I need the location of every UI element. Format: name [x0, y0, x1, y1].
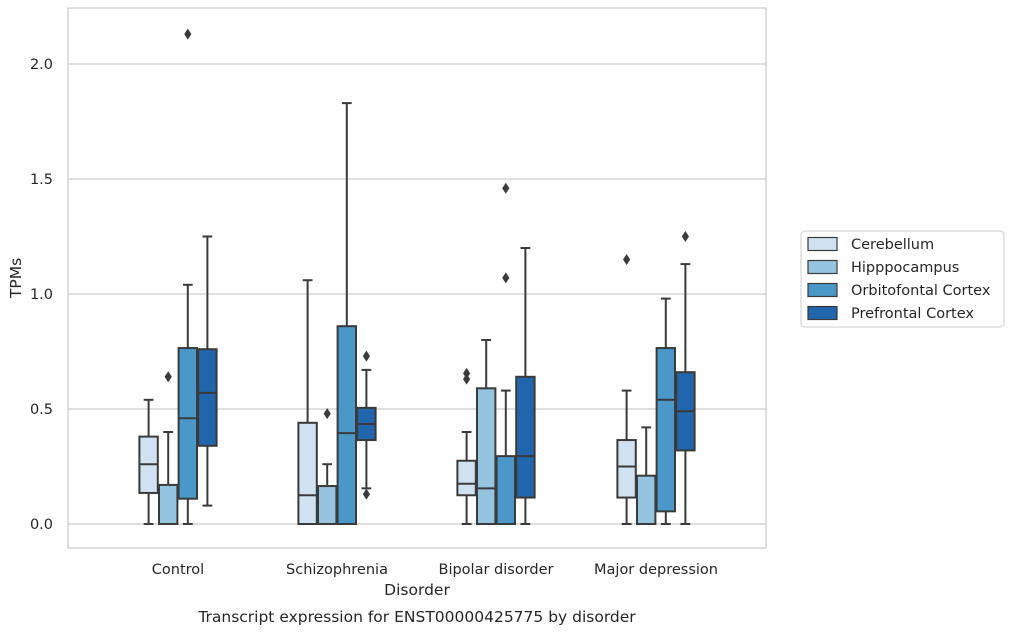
box	[297, 421, 318, 525]
outlier-point	[681, 231, 689, 242]
outlier-point	[184, 28, 192, 40]
box	[476, 387, 497, 525]
outlier-point	[502, 272, 510, 284]
legend-frame	[800, 230, 1005, 328]
box-group	[177, 28, 199, 525]
x-tick-label: Major depression	[594, 562, 718, 578]
legend-swatch	[807, 236, 838, 252]
x-tick-label: Control	[152, 562, 204, 578]
legend-swatch	[807, 305, 838, 321]
y-tick-label: 1.5	[30, 172, 53, 188]
legend-swatch	[807, 259, 838, 275]
x-tick-label: Schizophrenia	[286, 562, 388, 578]
box-group	[616, 254, 637, 525]
outlier-point	[502, 182, 510, 194]
box	[616, 439, 637, 499]
outlier-point	[463, 367, 471, 379]
outlier-point	[164, 371, 172, 383]
box	[636, 474, 657, 526]
box	[197, 348, 218, 447]
outlier-point	[623, 254, 631, 265]
x-tick-label: Bipolar disorder	[439, 562, 554, 578]
box-group	[317, 408, 338, 525]
outlier-point	[362, 350, 370, 362]
box	[456, 459, 477, 497]
legend-label: Prefrontal Cortex	[851, 306, 974, 322]
box-group	[476, 339, 497, 525]
box-group	[636, 426, 657, 526]
legend-label: Cerebellum	[851, 237, 934, 253]
outlier-point	[362, 488, 370, 500]
box	[158, 483, 179, 525]
legend-swatch	[807, 282, 838, 298]
box-group	[158, 371, 179, 525]
legend-label: Orbitofontal Cortex	[851, 283, 991, 299]
box-group	[675, 231, 696, 525]
box-group	[495, 182, 517, 525]
box-group	[297, 279, 318, 525]
box-group	[197, 235, 218, 507]
legend-label: Hipppocampus	[851, 260, 959, 276]
y-tick-labels: 0.0 0.5 1.0 1.5 2.0	[30, 57, 53, 533]
box-group	[336, 102, 358, 526]
box	[515, 375, 536, 499]
box-group	[138, 398, 159, 525]
y-tick-label: 0.5	[30, 402, 53, 418]
box-group	[515, 247, 536, 525]
box	[336, 325, 358, 526]
box	[495, 455, 517, 525]
y-tick-label: 1.0	[30, 287, 53, 303]
box-group	[456, 367, 477, 525]
boxes	[138, 28, 696, 526]
y-tick-label: 2.0	[30, 57, 53, 73]
box-group	[356, 350, 377, 500]
box-group	[655, 297, 676, 525]
outlier-point	[323, 408, 331, 420]
box	[655, 347, 676, 513]
chart-caption: Transcript expression for ENST0000042577…	[197, 608, 636, 626]
outlier-point	[463, 373, 471, 385]
box	[317, 485, 338, 525]
legend: Cerebellum Hipppocampus Orbitofontal Corte…	[800, 230, 1005, 328]
x-axis-label: Disorder	[384, 581, 450, 599]
y-tick-label: 0.0	[30, 517, 53, 533]
x-tick-labels: Control Schizophrenia Bipolar disorder Majo…	[152, 562, 718, 578]
y-axis-label: TPMs	[7, 258, 25, 299]
box	[177, 347, 199, 500]
